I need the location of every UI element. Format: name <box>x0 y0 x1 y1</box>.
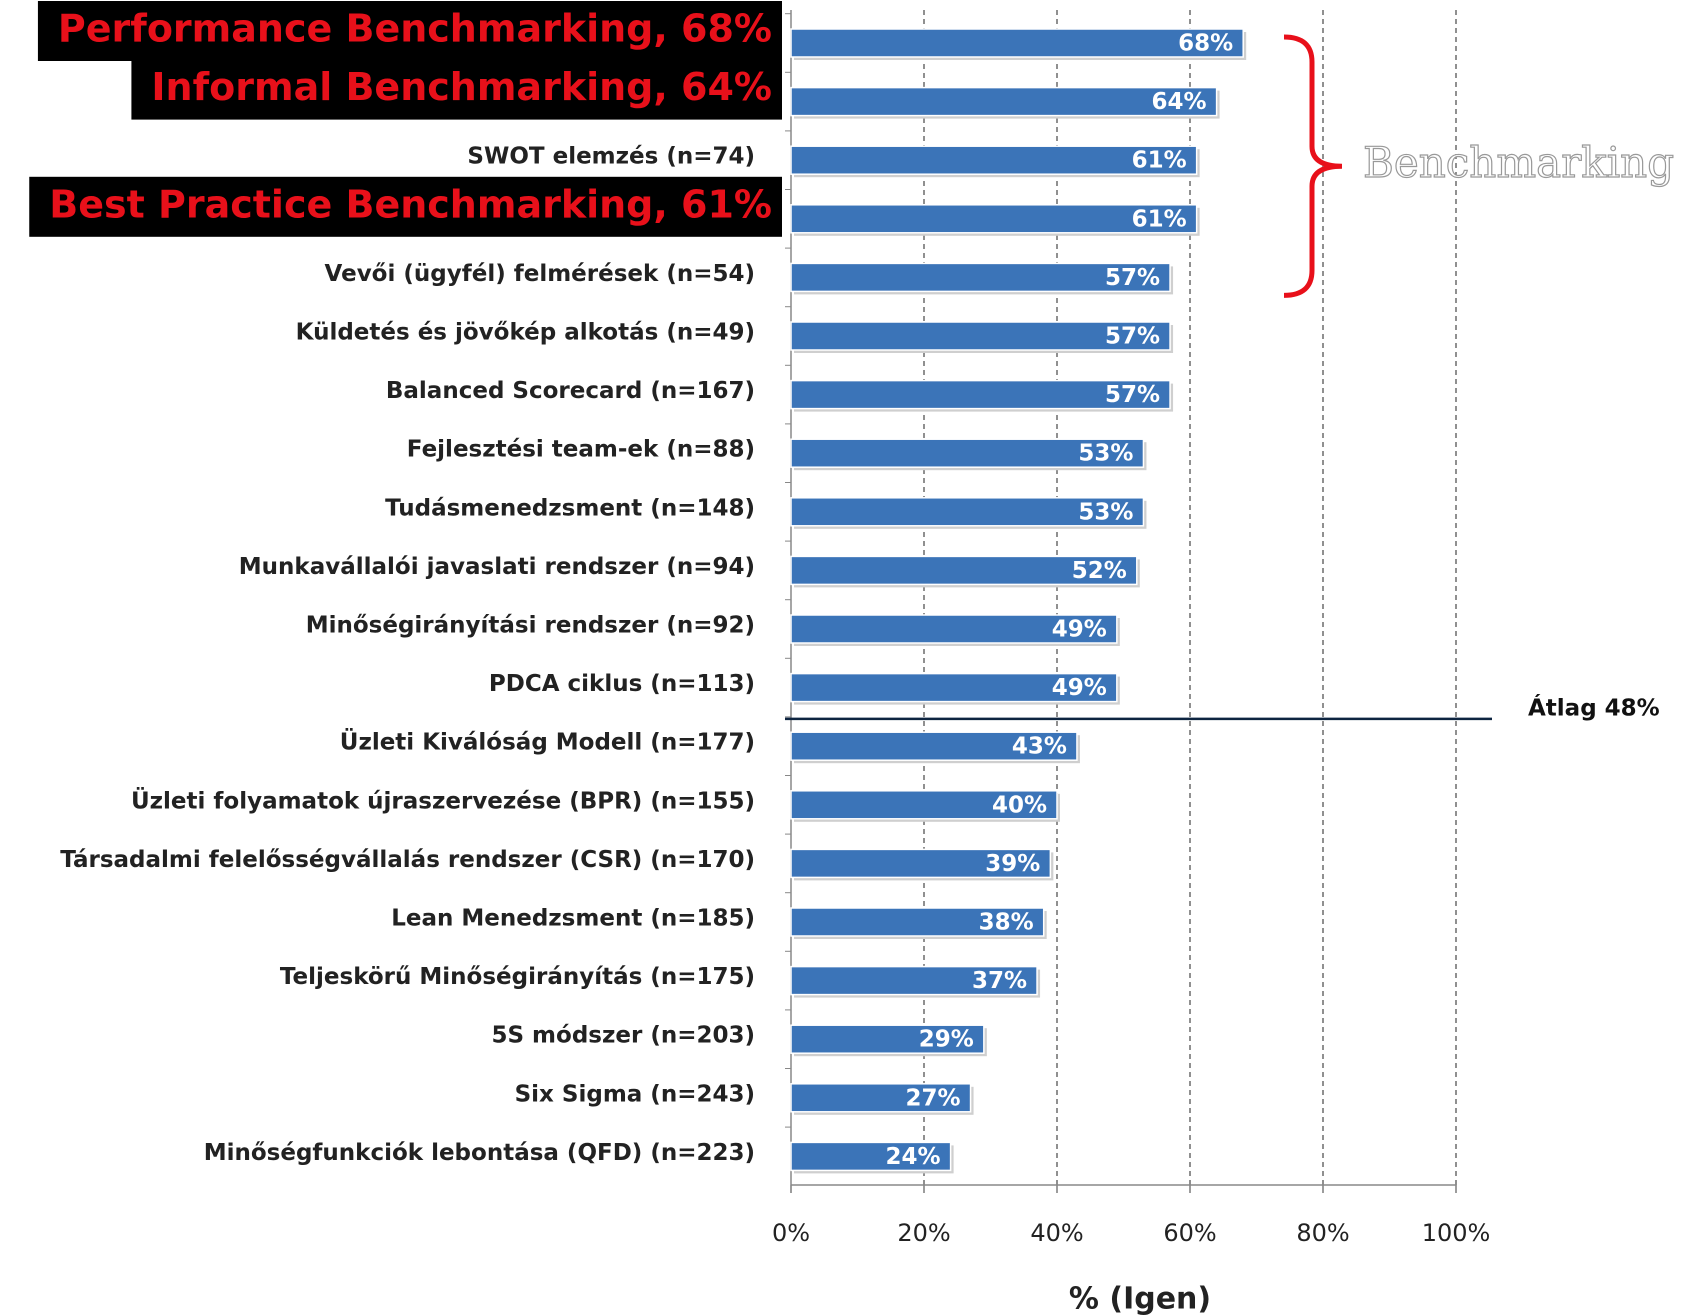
value-label: 38% <box>979 910 1034 936</box>
bar <box>790 497 1145 527</box>
value-label: 49% <box>1052 617 1107 643</box>
category-label: Six Sigma (n=243) <box>515 1081 755 1107</box>
bracket <box>1283 34 1343 298</box>
bar <box>790 965 1038 996</box>
bar <box>790 321 1171 351</box>
category-label: Informal Benchmarking, 64% <box>151 65 772 109</box>
bar <box>790 848 1052 879</box>
bar <box>790 1024 985 1054</box>
bar <box>790 731 1078 761</box>
category-label: Lean Menedzsment (n=185) <box>391 906 755 932</box>
x-tick-label: 0% <box>772 1219 810 1247</box>
bar <box>790 379 1171 410</box>
value-label: 57% <box>1105 382 1160 408</box>
category-label: Tudásmenedzsment (n=148) <box>385 495 755 521</box>
category-label: Best Practice Benchmarking, 61% <box>49 182 772 226</box>
value-label: 27% <box>905 1085 960 1111</box>
value-label: 24% <box>886 1144 941 1170</box>
bar <box>790 1141 952 1172</box>
value-label: 40% <box>992 792 1047 818</box>
category-label: Fejlesztési team-ek (n=88) <box>407 437 755 463</box>
value-label: 57% <box>1105 324 1160 350</box>
value-label: 53% <box>1078 499 1133 525</box>
category-label: Üzleti folyamatok újraszervezése (BPR) (… <box>131 786 755 814</box>
value-label: 57% <box>1105 265 1160 291</box>
value-label: 43% <box>1012 734 1067 760</box>
value-label: 53% <box>1078 441 1133 467</box>
bar <box>790 438 1145 468</box>
category-label: PDCA ciklus (n=113) <box>489 671 755 697</box>
category-label: Performance Benchmarking, 68% <box>58 7 772 51</box>
x-tick-label: 100% <box>1422 1219 1491 1247</box>
bar <box>790 145 1198 175</box>
category-label: Küldetés és jövőkép alkotás (n=49) <box>296 320 755 346</box>
value-label: 49% <box>1052 675 1107 701</box>
category-label: SWOT elemzés (n=74) <box>467 144 755 170</box>
x-tick-label: 80% <box>1296 1219 1349 1247</box>
bar <box>790 790 1058 820</box>
bar <box>790 262 1171 293</box>
category-label: Társadalmi felelősségvállalás rendszer (… <box>60 847 755 873</box>
highlight-box <box>29 176 782 237</box>
category-label: Üzleti Kiválóság Modell (n=177) <box>340 728 755 756</box>
bar <box>790 28 1244 58</box>
bar <box>790 204 1198 234</box>
category-label: Teljeskörű Minőségirányítás (n=175) <box>280 964 755 990</box>
highlight-box <box>131 59 782 120</box>
x-axis-label: % (Igen) <box>1069 1282 1211 1315</box>
x-tick-label: 60% <box>1163 1219 1216 1247</box>
bar <box>790 555 1138 586</box>
average-label: Átlag 48% <box>1528 693 1660 721</box>
category-label: Munkavállalói javaslati rendszer (n=94) <box>239 554 755 580</box>
highlight-label: Performance Benchmarking, 68% <box>37 1 782 61</box>
category-label: Minőségirányítási rendszer (n=92) <box>306 613 755 639</box>
value-label: 61% <box>1132 206 1187 232</box>
bar <box>790 907 1045 937</box>
bar <box>790 1083 972 1113</box>
bar <box>790 614 1118 644</box>
value-label: 52% <box>1072 558 1127 584</box>
category-label: 5S módszer (n=203) <box>491 1023 755 1049</box>
value-label: 68% <box>1178 31 1233 57</box>
value-label: 61% <box>1132 148 1187 174</box>
bar <box>790 672 1118 703</box>
value-label: 37% <box>972 968 1027 994</box>
category-label: Vevői (ügyfél) felmérések (n=54) <box>325 261 755 287</box>
x-tick-label: 20% <box>897 1219 950 1247</box>
category-label: Minőségfunkciók lebontása (QFD) (n=223) <box>204 1140 755 1166</box>
category-label: Balanced Scorecard (n=167) <box>386 378 755 404</box>
value-label: 29% <box>919 1027 974 1053</box>
bar <box>790 86 1218 117</box>
highlight-box <box>37 1 782 61</box>
highlight-label: Best Practice Benchmarking, 61% <box>29 176 782 237</box>
bracket-label: Benchmarking <box>1363 138 1674 187</box>
x-tick-label: 40% <box>1030 1219 1083 1247</box>
highlight-label: Informal Benchmarking, 64% <box>131 59 782 120</box>
value-label: 64% <box>1152 89 1207 115</box>
value-label: 39% <box>985 851 1040 877</box>
